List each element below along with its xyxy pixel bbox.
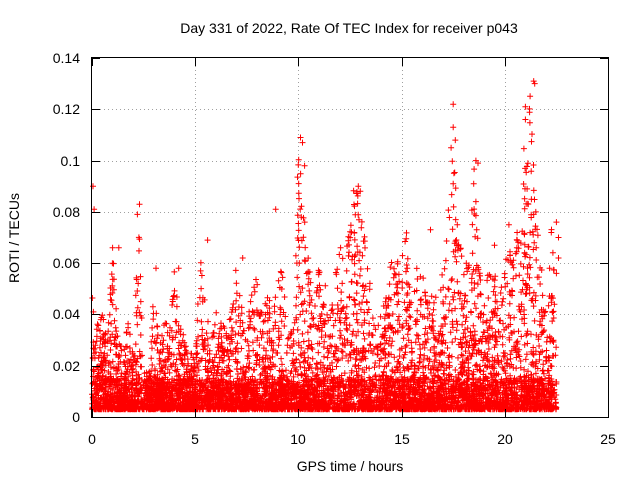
y-tick-label: 0.04 (53, 306, 80, 322)
plot-frame (91, 57, 609, 418)
y-tick-label: 0 (72, 409, 80, 425)
y-tick-labels: 0 0.02 0.04 0.06 0.08 0.1 0.12 0.14 (53, 50, 80, 425)
points-layer (89, 78, 562, 413)
x-tick-label: 10 (290, 431, 306, 447)
x-tick-label: 5 (191, 431, 199, 447)
x-tick-label: 15 (394, 431, 410, 447)
chart-title: Day 331 of 2022, Rate Of TEC Index for r… (180, 20, 518, 36)
y-tick-label: 0.12 (53, 101, 80, 117)
y-tick-label: 0.06 (53, 255, 80, 271)
y-tick-label: 0.14 (53, 50, 80, 66)
y-axis-label: ROTI / TECUs (6, 193, 22, 283)
roti-data-markers (89, 78, 562, 413)
x-tick-label: 20 (497, 431, 513, 447)
y-tick-label: 0.1 (61, 153, 81, 169)
x-axis-label: GPS time / hours (297, 458, 404, 474)
x-tick-label: 25 (600, 431, 616, 447)
y-tick-label: 0.02 (53, 358, 80, 374)
x-tick-label: 0 (88, 431, 96, 447)
x-tick-labels: 0 5 10 15 20 25 (88, 431, 616, 447)
ticks-layer (92, 58, 609, 418)
y-tick-label: 0.08 (53, 204, 80, 220)
